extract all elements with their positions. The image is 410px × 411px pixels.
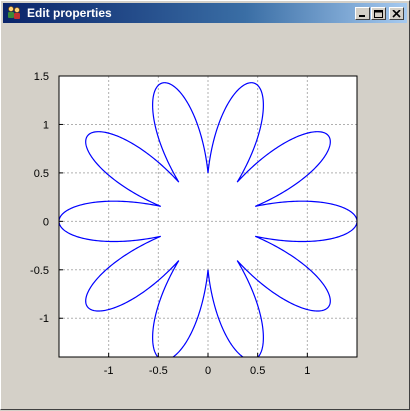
y-tick-label: -1 — [39, 313, 49, 325]
app-icon — [8, 6, 20, 19]
y-tick-label: 1.5 — [34, 71, 49, 83]
y-tick-label: 0 — [43, 216, 49, 228]
close-button[interactable] — [389, 7, 404, 20]
y-tick-label: 0.5 — [34, 168, 49, 180]
x-tick-label: -1 — [104, 365, 114, 377]
maximize-button[interactable] — [371, 7, 386, 20]
y-tick-label: 1 — [43, 119, 49, 131]
close-icon — [392, 10, 401, 18]
x-tick-label: -0.5 — [149, 365, 168, 377]
x-tick-label: 0.5 — [250, 365, 265, 377]
minimize-button[interactable] — [355, 7, 370, 20]
x-tick-label: 1 — [304, 365, 310, 377]
title-bar[interactable]: Edit properties — [3, 3, 407, 23]
window-title: Edit properties — [27, 6, 112, 20]
maximize-icon — [374, 10, 383, 18]
rose-curve-line — [59, 82, 357, 357]
x-tick-label: 0 — [205, 365, 211, 377]
y-tick-label: -0.5 — [30, 265, 49, 277]
minimize-icon — [359, 15, 365, 17]
